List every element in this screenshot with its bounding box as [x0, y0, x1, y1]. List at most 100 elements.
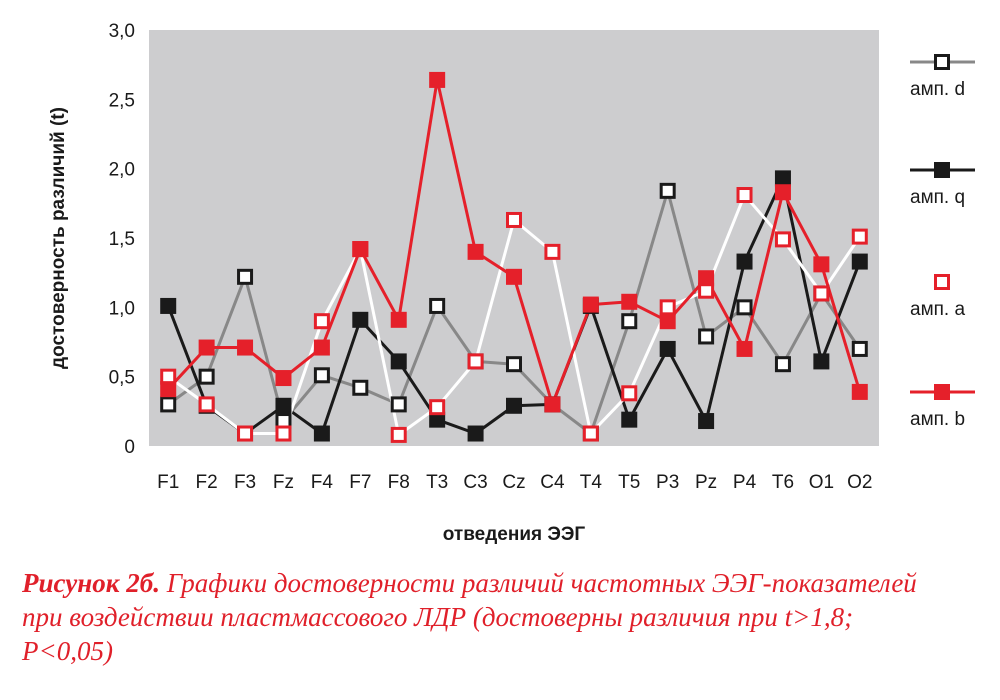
data-point-series-2 [160, 297, 177, 314]
data-point-series-1 [506, 356, 522, 373]
x-tick-label: Pz [695, 472, 717, 493]
x-tick-label: P3 [656, 472, 679, 493]
x-tick-label: F7 [349, 472, 371, 493]
y-tick-label: 3,0 [109, 21, 135, 42]
data-point-series-3 [237, 425, 254, 442]
data-point-series-3 [582, 425, 599, 442]
y-tick-label: 2,0 [109, 160, 135, 181]
data-point-series-2 [390, 353, 407, 370]
data-point-series-3 [544, 243, 561, 260]
legend-label: амп. b [910, 409, 965, 430]
data-point-series-4 [774, 184, 791, 201]
legend-label: амп. a [910, 299, 965, 320]
data-point-series-4 [813, 256, 830, 273]
data-point-series-1 [198, 368, 215, 385]
data-point-series-1 [352, 379, 369, 396]
chart: 0 0,5 1,0 1,5 2,0 2,5 3,0 F1 F2 F3 Fz F4 F7 F8 T3 C3 Cz… [48, 21, 975, 545]
data-point-series-1 [621, 313, 638, 330]
data-point-series-4 [851, 383, 868, 400]
data-point-series-1 [774, 356, 791, 373]
legend: амп. d амп. q амп. a амп. b [910, 54, 975, 430]
data-point-series-3 [429, 399, 446, 416]
data-point-series-3 [659, 299, 676, 316]
data-point-series-2 [352, 311, 369, 328]
data-point-series-3 [621, 385, 638, 402]
y-tick-label: 1,5 [109, 229, 135, 250]
y-tick-label: 0,5 [109, 368, 135, 389]
data-point-series-2 [774, 170, 791, 187]
x-axis-title: отведения ЭЭГ [443, 524, 586, 545]
x-tick-label: T3 [426, 472, 448, 493]
legend-marker [934, 162, 950, 178]
data-point-series-4 [275, 370, 292, 387]
data-point-series-4 [198, 339, 215, 356]
caption-text: Графики достоверности различий частотных… [22, 568, 917, 666]
x-tick-label: T4 [580, 472, 603, 493]
legend-marker [934, 274, 950, 290]
legend-marker [934, 384, 950, 400]
data-point-series-3 [506, 211, 522, 228]
x-tick-label: F3 [234, 472, 256, 493]
data-point-series-4 [621, 293, 638, 310]
legend-marker [934, 54, 950, 70]
data-point-series-1 [237, 268, 254, 285]
y-axis-ticks: 0 0,5 1,0 1,5 2,0 2,5 3,0 [109, 21, 135, 458]
data-point-series-1 [390, 396, 407, 413]
y-axis-title: достоверность различий (t) [48, 107, 69, 369]
x-axis-ticks: F1 F2 F3 Fz F4 F7 F8 T3 C3 Cz C4 T4 T5 P3 Pz P4 T6 O1 O2 [157, 472, 872, 493]
data-point-series-2 [851, 253, 868, 270]
x-tick-label: Fz [273, 472, 294, 493]
x-tick-label: C4 [540, 472, 565, 493]
data-point-series-4 [506, 268, 522, 285]
x-tick-label: F2 [196, 472, 218, 493]
data-point-series-2 [621, 411, 638, 428]
data-point-series-3 [813, 285, 830, 302]
y-tick-label: 0 [124, 437, 135, 458]
data-point-series-4 [659, 313, 676, 330]
data-point-series-2 [275, 397, 292, 414]
x-tick-label: F4 [311, 472, 334, 493]
data-point-series-4 [698, 270, 715, 287]
data-point-series-2 [736, 253, 753, 270]
x-tick-label: T5 [618, 472, 640, 493]
data-point-series-1 [313, 367, 330, 384]
x-tick-label: Cz [502, 472, 525, 493]
data-point-series-3 [275, 425, 292, 442]
data-point-series-2 [659, 340, 676, 357]
data-point-series-2 [506, 397, 522, 414]
plot-area [149, 30, 879, 446]
data-point-series-4 [429, 71, 446, 88]
data-point-series-1 [736, 299, 753, 316]
data-point-series-1 [698, 328, 715, 345]
data-point-series-2 [698, 413, 715, 430]
data-point-series-2 [467, 425, 484, 442]
data-point-series-1 [429, 297, 446, 314]
data-point-series-4 [160, 381, 177, 398]
data-point-series-4 [390, 311, 407, 328]
x-tick-label: T6 [772, 472, 794, 493]
x-tick-label: P4 [733, 472, 757, 493]
data-point-series-4 [313, 339, 330, 356]
legend-label: амп. q [910, 187, 965, 208]
data-point-series-4 [467, 243, 484, 260]
y-tick-label: 2,5 [109, 90, 135, 111]
data-point-series-3 [313, 313, 330, 330]
series-markers [160, 71, 868, 443]
data-point-series-1 [160, 396, 177, 413]
x-tick-label: F8 [388, 472, 410, 493]
data-point-series-4 [582, 296, 599, 313]
x-tick-label: O1 [809, 472, 834, 493]
data-point-series-3 [774, 231, 791, 248]
x-tick-label: O2 [847, 472, 872, 493]
legend-label: амп. d [910, 79, 965, 100]
data-point-series-1 [659, 182, 676, 199]
data-point-series-4 [352, 241, 369, 258]
y-tick-label: 1,0 [109, 298, 135, 319]
data-point-series-4 [736, 340, 753, 357]
data-point-series-4 [544, 396, 561, 413]
data-point-series-4 [237, 339, 254, 356]
figure-caption: Рисунок 2б. Графики достоверности различ… [22, 566, 922, 668]
data-point-series-3 [390, 426, 407, 443]
caption-lead: Рисунок 2б. [22, 568, 160, 598]
data-point-series-2 [813, 353, 830, 370]
